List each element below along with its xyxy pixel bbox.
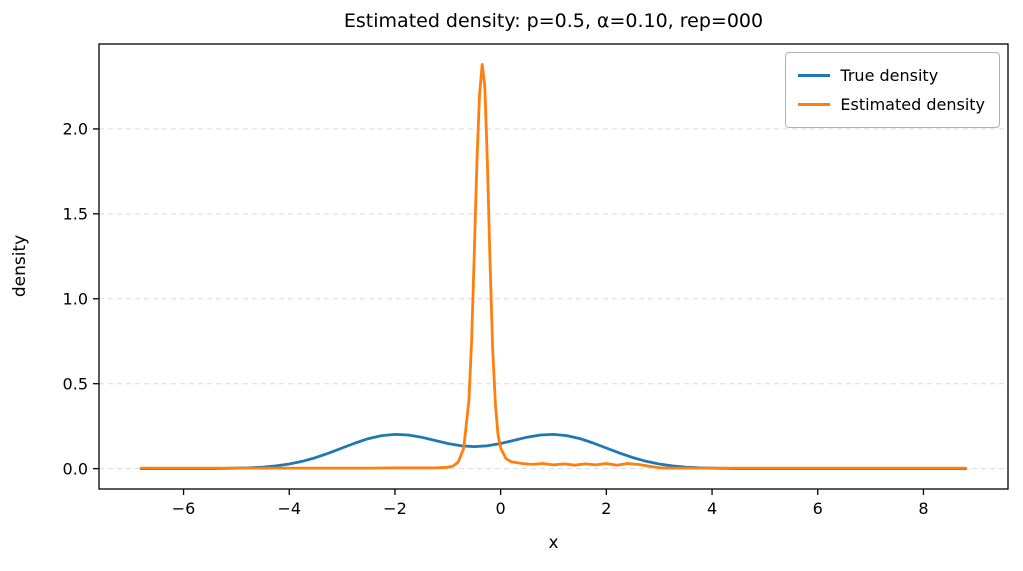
x-tick-label: −6 — [171, 499, 196, 518]
y-tick-label: 0.5 — [62, 374, 88, 394]
legend-item-true-density: True density — [798, 61, 985, 90]
y-tick-label: 1.5 — [62, 204, 88, 224]
legend-label-estimated-density: Estimated density — [840, 95, 985, 114]
x-tick-label: 2 — [601, 499, 612, 518]
estimated-density-line-swatch — [798, 103, 831, 106]
x-tick-label: −4 — [277, 499, 302, 518]
y-tick-label: 2.0 — [62, 119, 88, 139]
y-axis-label: density — [10, 234, 30, 298]
legend-label-true-density: True density — [840, 66, 939, 85]
x-tick-label: 6 — [812, 499, 823, 518]
x-axis-label: x — [548, 533, 559, 553]
y-tick-label: 0.0 — [62, 459, 88, 479]
x-tick-label: 4 — [706, 499, 718, 518]
x-tick-label: 0 — [495, 499, 506, 518]
x-tick-label: 8 — [918, 499, 929, 518]
true-density-line-swatch — [798, 74, 831, 77]
y-tick-label: 1.0 — [62, 289, 88, 309]
legend-item-estimated-density: Estimated density — [798, 90, 985, 119]
x-tick-label: −2 — [383, 499, 407, 518]
chart-title: Estimated density: p=0.5, α=0.10, rep=00… — [343, 10, 764, 32]
legend: True density Estimated density — [785, 52, 1000, 128]
